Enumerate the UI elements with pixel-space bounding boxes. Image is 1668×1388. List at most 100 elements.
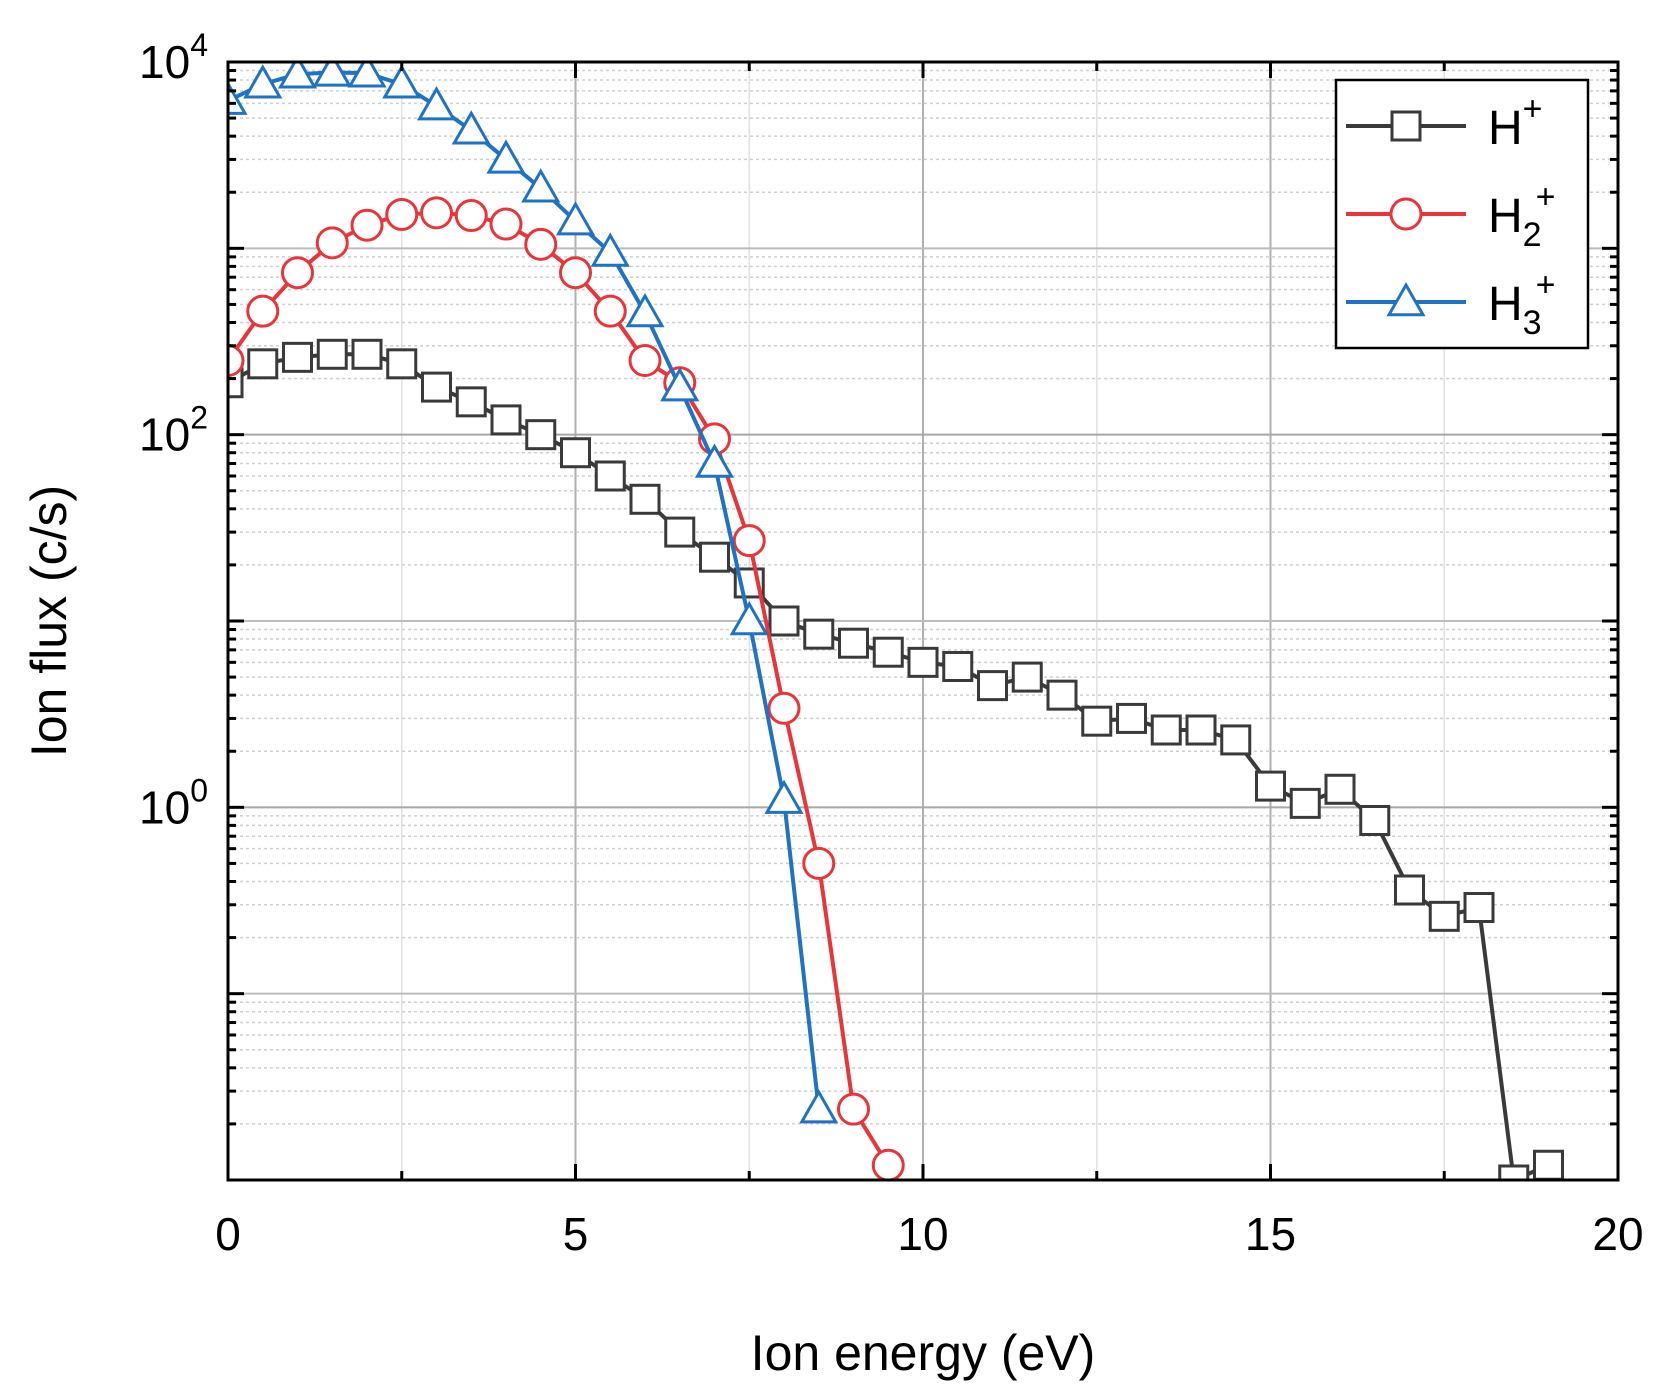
data-point <box>559 256 592 290</box>
data-point <box>629 483 661 515</box>
data-point <box>385 197 419 231</box>
data-point <box>282 341 313 373</box>
data-point <box>277 62 318 89</box>
data-point <box>803 618 835 650</box>
data-point <box>489 207 523 241</box>
y-tick-label: 100 <box>139 772 208 833</box>
data-point <box>486 139 526 174</box>
data-point <box>1255 770 1286 802</box>
data-point <box>243 64 283 99</box>
data-point <box>455 386 487 418</box>
data-point <box>1533 1149 1564 1180</box>
data-point <box>907 646 939 678</box>
data-point <box>590 232 630 267</box>
data-point <box>1046 679 1078 711</box>
data-point <box>942 650 974 682</box>
data-point <box>386 348 418 380</box>
data-point <box>1116 702 1147 734</box>
legend-label: H2+ <box>1488 178 1555 254</box>
data-point <box>838 627 869 659</box>
data-point <box>490 404 522 436</box>
series-line <box>228 352 1550 1180</box>
data-point <box>1498 1164 1530 1180</box>
y-tick-label: 102 <box>139 400 208 461</box>
data-point <box>625 292 665 328</box>
x-tick-label: 0 <box>215 1208 241 1260</box>
data-point <box>1220 724 1252 756</box>
data-point <box>837 1092 870 1126</box>
data-point <box>315 226 349 260</box>
data-point <box>1185 714 1217 746</box>
x-tick-label: 15 <box>1245 1208 1296 1260</box>
data-point <box>281 256 314 290</box>
data-point <box>871 1148 905 1180</box>
data-point <box>593 294 627 328</box>
data-point <box>454 199 488 233</box>
legend-label: H+ <box>1488 90 1543 155</box>
data-point <box>594 460 626 492</box>
data-point <box>1394 874 1425 906</box>
data-point <box>1081 705 1113 737</box>
x-tick-label: 10 <box>897 1208 948 1260</box>
data-point <box>768 605 800 637</box>
data-point <box>247 348 279 380</box>
data-point <box>732 524 766 558</box>
data-point <box>977 670 1008 702</box>
data-point <box>1011 661 1043 693</box>
series-H3+ <box>228 62 839 1124</box>
data-point <box>416 86 457 121</box>
series-line <box>228 70 821 1110</box>
legend-marker <box>1386 281 1426 317</box>
data-point <box>799 1089 839 1124</box>
legend-marker <box>1390 110 1422 142</box>
data-point <box>560 437 591 469</box>
x-tick-label: 5 <box>563 1208 589 1260</box>
data-point <box>312 62 352 87</box>
data-point <box>421 371 452 403</box>
data-point <box>664 516 696 548</box>
legend-item: H2+ <box>1346 178 1555 254</box>
series-layer <box>228 62 1564 1180</box>
legend-item: H3+ <box>1346 266 1555 342</box>
data-point <box>420 196 453 230</box>
data-point <box>521 168 561 203</box>
data-point <box>316 338 348 370</box>
data-point <box>1428 900 1460 932</box>
data-point <box>1359 804 1391 836</box>
data-point <box>764 779 804 814</box>
axis-ticks <box>226 60 1620 1182</box>
legend-marker <box>1389 197 1423 231</box>
data-point <box>628 344 662 378</box>
data-point <box>1324 773 1356 805</box>
data-point <box>660 367 700 402</box>
data-point <box>767 691 801 725</box>
data-point <box>347 62 387 88</box>
data-point <box>872 636 904 668</box>
data-point <box>694 443 735 478</box>
data-point <box>699 541 730 573</box>
series-H+ <box>228 338 1564 1180</box>
data-point <box>1463 892 1495 924</box>
data-point <box>524 227 558 261</box>
data-point <box>555 201 596 236</box>
data-point <box>351 338 383 370</box>
legend-item: H+ <box>1346 90 1543 155</box>
data-point <box>451 110 491 145</box>
data-point <box>382 64 422 99</box>
legend-label: H3+ <box>1488 266 1555 342</box>
data-point <box>228 344 245 378</box>
legend: H+ H2+ H3+ <box>1334 78 1590 350</box>
x-tick-label: 20 <box>1592 1208 1643 1260</box>
data-point <box>802 846 836 880</box>
data-point <box>350 208 384 242</box>
data-point <box>525 419 557 451</box>
data-point <box>1289 787 1321 819</box>
data-point <box>1150 714 1182 746</box>
y-tick-labels: 104 102 100 <box>139 27 208 833</box>
y-tick-label: 104 <box>139 27 208 88</box>
y-axis-title: Ion flux (c/s) <box>21 485 77 757</box>
data-point <box>246 294 280 328</box>
data-point <box>729 600 769 636</box>
x-axis-title: Ion energy (eV) <box>751 1325 1096 1381</box>
